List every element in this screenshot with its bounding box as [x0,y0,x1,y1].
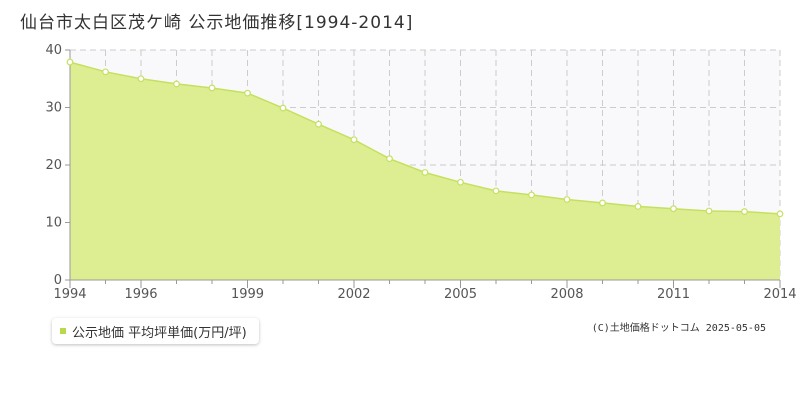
data-point [244,89,251,97]
data-point [137,75,145,83]
legend-swatch [60,328,66,334]
x-tick-label: 2005 [444,287,477,302]
x-tick-label: 2011 [657,287,690,302]
y-tick-label: 20 [45,158,62,173]
x-tick-label: 2014 [763,287,796,302]
x-tick-labels: 1994 1996 1999 2002 2005 2008 2011 2014 [53,287,796,302]
x-tick-label: 2002 [337,287,370,302]
axes [65,49,781,288]
chart-title: 仙台市太白区茂ケ崎 公示地価推移[1994-2014] [20,13,414,33]
data-point [563,196,571,203]
y-tick-label: 40 [45,43,62,58]
data-point [102,68,109,76]
data-point [634,202,642,210]
data-point [173,80,180,88]
x-tick-label: 1996 [124,287,157,302]
data-point [457,178,464,186]
x-tick-label: 1994 [53,287,86,302]
data-point [670,205,677,213]
data-point [350,136,358,144]
data-point [208,84,216,92]
data-point [492,187,500,195]
data-point [705,207,713,215]
data-point [528,191,535,199]
x-tick-label: 2008 [550,287,583,302]
area-fill [70,62,780,280]
legend: 公示地価 平均坪単価(万円/坪) [52,318,259,344]
legend-label: 公示地価 平均坪単価(万円/坪) [72,325,247,341]
data-point [599,199,606,207]
data-point [386,155,393,163]
y-tick-label: 10 [45,216,62,231]
data-point [279,104,287,112]
y-tick-label: 30 [45,101,62,116]
data-point [315,120,322,128]
data-point [741,208,748,215]
data-point [776,210,784,218]
x-tick-label: 1999 [231,287,264,302]
y-tick-labels: 0 10 20 30 40 [45,43,62,288]
credit-text: (C)土地価格ドットコム 2025-05-05 [591,323,766,334]
data-points [66,58,784,218]
data-point [66,58,74,66]
data-point [421,169,429,176]
y-tick-label: 0 [54,273,62,288]
